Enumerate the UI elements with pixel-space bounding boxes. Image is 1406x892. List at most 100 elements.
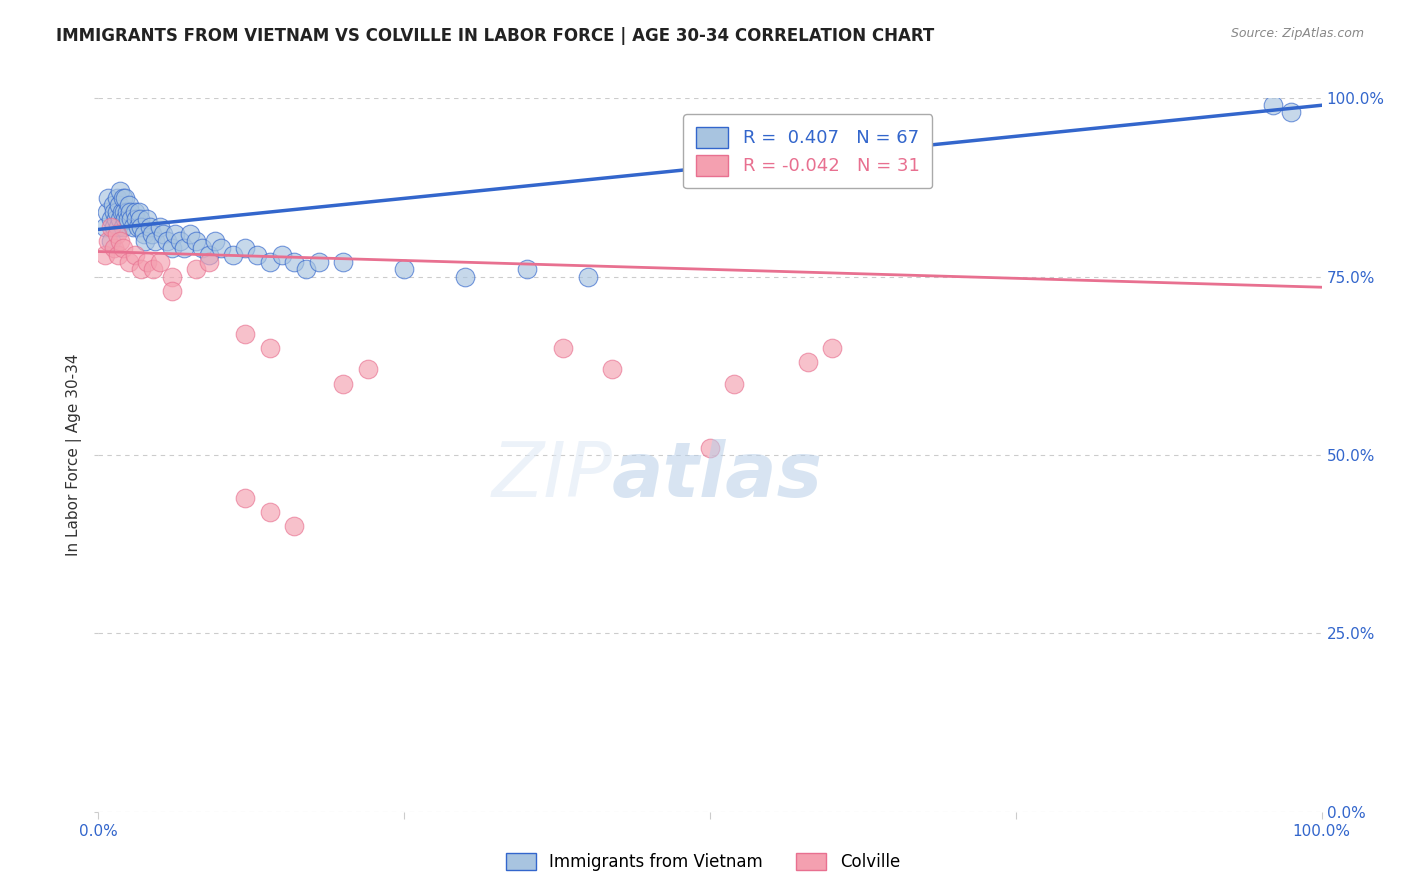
Point	[209, 241, 232, 255]
Point	[233, 241, 256, 255]
Point	[121, 219, 143, 234]
Point	[233, 326, 256, 341]
Point	[259, 341, 281, 355]
Point	[134, 234, 156, 248]
Point	[110, 234, 132, 248]
Point	[1261, 98, 1284, 112]
Point	[1279, 105, 1302, 120]
Text: Source: ZipAtlas.com: Source: ZipAtlas.com	[1230, 27, 1364, 40]
Point	[108, 198, 131, 212]
Point	[222, 248, 245, 262]
Point	[454, 269, 477, 284]
Point	[103, 205, 125, 219]
Point	[308, 255, 330, 269]
Point	[169, 234, 191, 248]
Point	[186, 262, 208, 277]
Point	[246, 248, 269, 262]
Point	[270, 248, 294, 262]
Point	[110, 184, 132, 198]
Point	[699, 441, 721, 455]
Legend: R =  0.407   N = 67, R = -0.042   N = 31: R = 0.407 N = 67, R = -0.042 N = 31	[683, 114, 932, 188]
Point	[173, 241, 195, 255]
Point	[132, 227, 155, 241]
Point	[332, 376, 354, 391]
Point	[233, 491, 256, 505]
Point	[97, 234, 120, 248]
Point	[104, 212, 127, 227]
Point	[332, 255, 354, 269]
Point	[93, 248, 115, 262]
Point	[114, 212, 136, 227]
Point	[515, 262, 537, 277]
Point	[553, 341, 575, 355]
Point	[127, 219, 149, 234]
Point	[111, 241, 134, 255]
Point	[295, 262, 318, 277]
Point	[120, 205, 142, 219]
Point	[105, 191, 128, 205]
Point	[797, 355, 820, 369]
Point	[118, 198, 141, 212]
Point	[124, 205, 146, 219]
Point	[283, 519, 305, 533]
Point	[197, 248, 219, 262]
Point	[100, 212, 122, 227]
Point	[110, 212, 132, 227]
Point	[259, 255, 281, 269]
Point	[139, 219, 162, 234]
Point	[186, 234, 208, 248]
Text: IMMIGRANTS FROM VIETNAM VS COLVILLE IN LABOR FORCE | AGE 30-34 CORRELATION CHART: IMMIGRANTS FROM VIETNAM VS COLVILLE IN L…	[56, 27, 935, 45]
Point	[191, 241, 214, 255]
Point	[125, 212, 148, 227]
Point	[115, 205, 138, 219]
Legend: Immigrants from Vietnam, Colville: Immigrants from Vietnam, Colville	[498, 845, 908, 880]
Point	[136, 255, 159, 269]
Point	[600, 362, 623, 376]
Point	[283, 255, 305, 269]
Point	[120, 212, 142, 227]
Point	[723, 376, 745, 391]
Point	[136, 212, 159, 227]
Point	[259, 505, 281, 519]
Point	[160, 284, 183, 298]
Point	[129, 219, 152, 234]
Point	[179, 227, 201, 241]
Point	[197, 255, 219, 269]
Point	[160, 269, 183, 284]
Point	[392, 262, 416, 277]
Point	[107, 219, 129, 234]
Point	[152, 227, 174, 241]
Point	[142, 262, 165, 277]
Point	[105, 227, 128, 241]
Point	[107, 248, 129, 262]
Point	[114, 191, 136, 205]
Point	[111, 219, 134, 234]
Point	[100, 219, 122, 234]
Point	[576, 269, 599, 284]
Point	[96, 205, 118, 219]
Point	[821, 341, 844, 355]
Point	[204, 234, 226, 248]
Point	[356, 362, 378, 376]
Point	[111, 205, 134, 219]
Point	[101, 198, 124, 212]
Point	[149, 219, 172, 234]
Point	[103, 241, 125, 255]
Point	[143, 234, 166, 248]
Y-axis label: In Labor Force | Age 30-34: In Labor Force | Age 30-34	[66, 353, 83, 557]
Point	[129, 212, 152, 227]
Point	[97, 191, 120, 205]
Point	[103, 219, 125, 234]
Point	[160, 241, 183, 255]
Point	[124, 248, 146, 262]
Point	[93, 219, 115, 234]
Point	[129, 262, 152, 277]
Point	[149, 255, 172, 269]
Point	[141, 227, 163, 241]
Point	[105, 205, 128, 219]
Point	[156, 234, 179, 248]
Point	[111, 191, 134, 205]
Point	[112, 205, 135, 219]
Text: ZIP: ZIP	[491, 440, 612, 513]
Text: atlas: atlas	[612, 440, 824, 513]
